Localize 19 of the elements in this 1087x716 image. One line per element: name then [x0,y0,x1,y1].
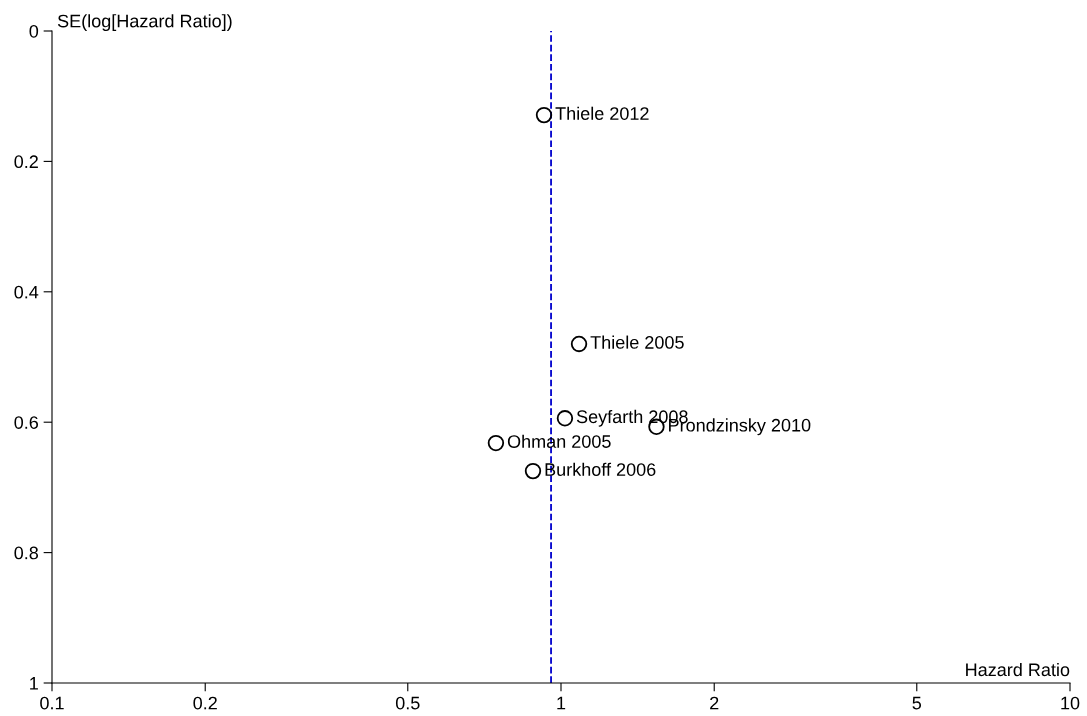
annotation: Thiele 2005 [590,335,684,349]
y-tick-label: 0.2 [14,155,38,169]
y-axis-title: SE(log[Hazard Ratio]) [57,14,232,31]
x-tick-label: 1 [557,696,566,710]
x-tick-label: 0.1 [40,696,64,710]
x-tick-label: 2 [710,696,719,710]
annotation: Burkhoff 2006 [545,462,656,476]
y-tick-label: 0 [29,24,39,38]
annotation: Thiele 2012 [555,106,649,120]
x-tick-label: 0.2 [193,696,217,710]
y-tick-label: 0.4 [14,285,39,299]
x-tick-label: 10 [1061,696,1080,710]
x-tick-label: 5 [912,696,922,710]
x-axis-title: Hazard Ratio [966,662,1070,677]
y-tick-label: 0.6 [14,416,39,429]
y-tick-label: 1 [30,677,38,690]
annotation: Ohman 2005 [507,434,611,448]
x-tick-label: 0.5 [395,696,420,710]
y-tick-label: 0.8 [14,546,39,560]
